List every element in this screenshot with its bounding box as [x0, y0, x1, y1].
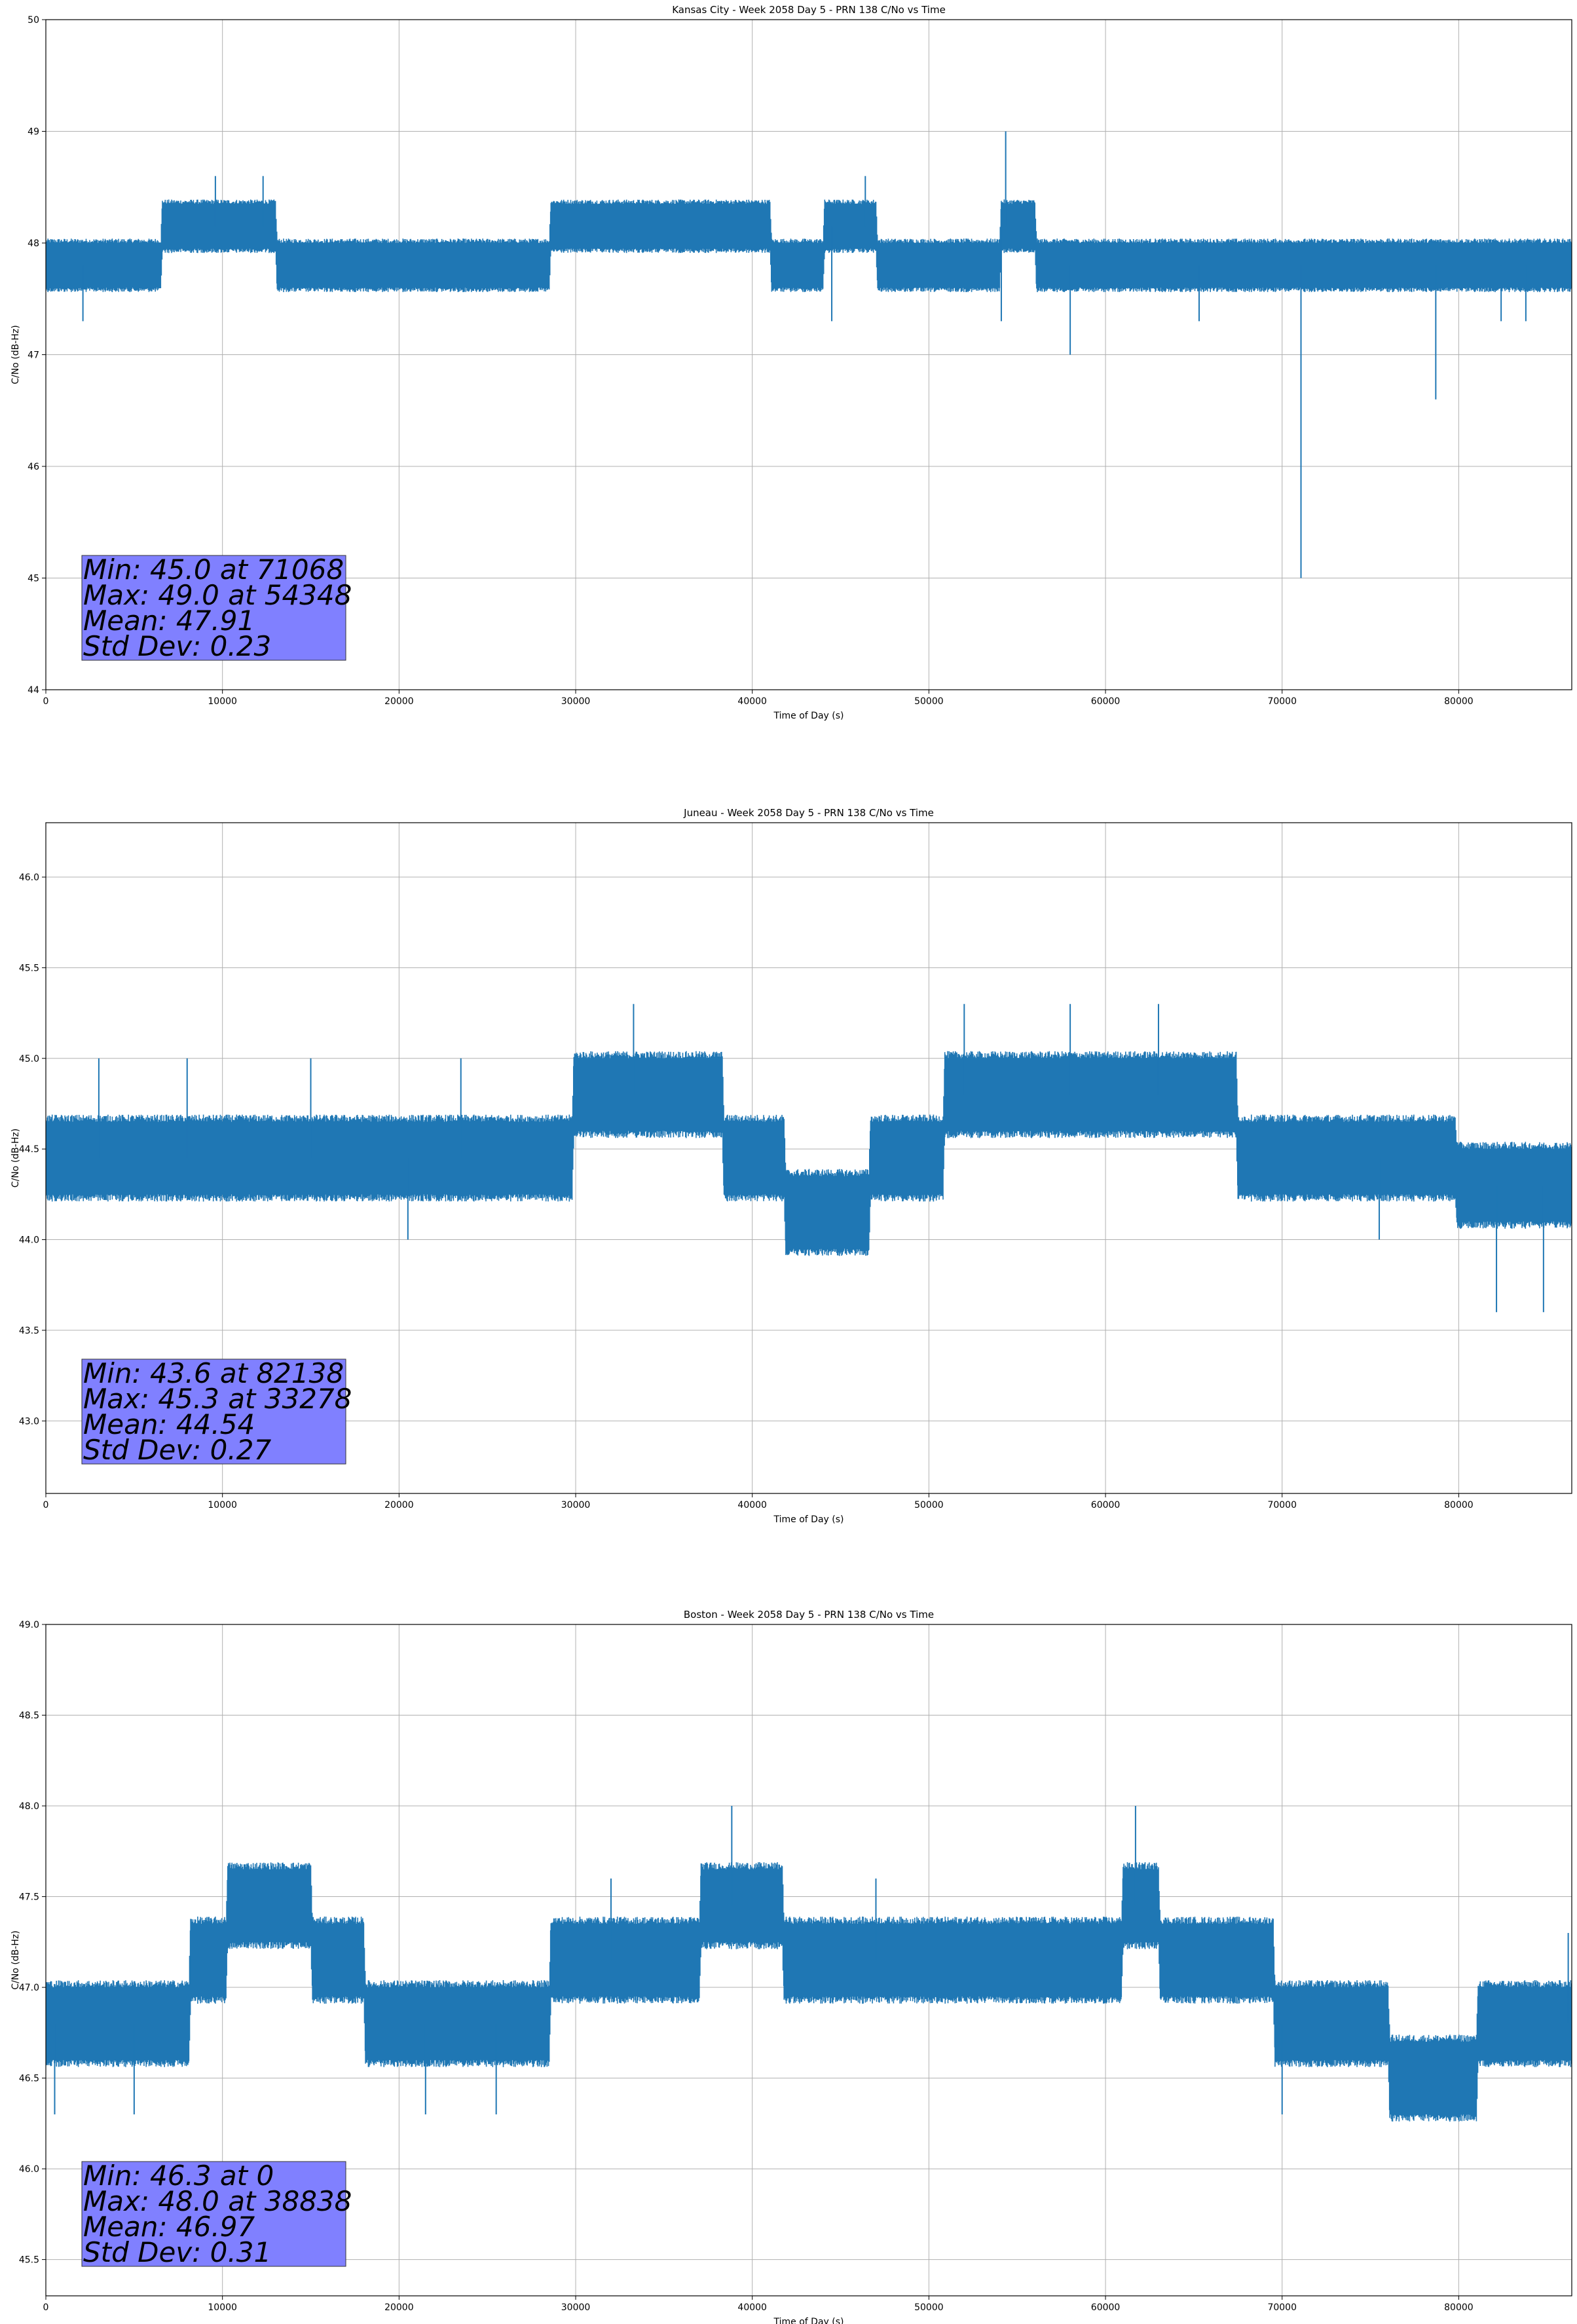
x-tick-label: 30000 [561, 1500, 591, 1510]
x-tick-label: 60000 [1091, 1500, 1121, 1510]
chart-title: Boston - Week 2058 Day 5 - PRN 138 C/No … [684, 1609, 934, 1621]
chart-kansas-city: Kansas City - Week 2058 Day 5 - PRN 138 … [10, 4, 1572, 721]
x-tick-label: 30000 [561, 696, 591, 707]
x-tick-label: 0 [43, 2302, 49, 2313]
chart-title: Juneau - Week 2058 Day 5 - PRN 138 C/No … [683, 807, 934, 819]
x-tick-label: 70000 [1267, 1500, 1297, 1510]
y-tick-label: 44.5 [19, 1144, 39, 1155]
stats-line3: Mean: 44.54 [83, 1408, 255, 1440]
series-line [46, 1806, 1572, 2122]
x-tick-label: 20000 [384, 2302, 414, 2313]
y-tick-label: 46.0 [19, 872, 39, 883]
x-tick-label: 70000 [1267, 696, 1297, 707]
x-tick-label: 60000 [1091, 2302, 1121, 2313]
stats-line3: Mean: 47.91 [83, 605, 255, 637]
y-tick-label: 47.5 [19, 1892, 39, 1903]
series-band [46, 1862, 1572, 2122]
y-axis-label: C/No (dB-Hz) [10, 1129, 21, 1188]
x-tick-label: 10000 [208, 2302, 237, 2313]
y-axis-label: C/No (dB-Hz) [10, 325, 21, 384]
series-band [46, 199, 1572, 292]
x-tick-label: 0 [43, 696, 49, 707]
y-tick-label: 46.0 [19, 2164, 39, 2175]
y-axis-label: C/No (dB-Hz) [10, 1930, 21, 1989]
y-tick-label: 43.5 [19, 1326, 39, 1336]
x-tick-label: 40000 [737, 2302, 767, 2313]
stats-box-bg [81, 2161, 346, 2267]
x-tick-label: 70000 [1267, 2302, 1297, 2313]
y-tick-label: 46.5 [19, 2074, 39, 2084]
y-tick-label: 45.5 [19, 2255, 39, 2266]
x-tick-label: 10000 [208, 1500, 237, 1510]
y-tick-label: 49 [28, 127, 39, 138]
y-tick-label: 48.5 [19, 1711, 39, 1721]
series-line [46, 131, 1572, 578]
y-tick-label: 44 [28, 685, 39, 696]
stats-line2: Max: 49.0 at 54348 [83, 579, 352, 611]
x-tick-label: 40000 [737, 696, 767, 707]
stats-line4: Std Dev: 0.31 [83, 2236, 271, 2268]
x-tick-label: 80000 [1444, 1500, 1474, 1510]
stats-line4: Std Dev: 0.23 [83, 630, 271, 662]
x-tick-label: 50000 [914, 1500, 944, 1510]
stats-line2: Max: 45.3 at 33278 [83, 1383, 352, 1415]
y-tick-label: 49.0 [19, 1620, 39, 1630]
x-tick-label: 20000 [384, 696, 414, 707]
x-axis-label: Time of Day (s) [773, 2317, 844, 2324]
x-axis-label: Time of Day (s) [773, 1514, 844, 1525]
y-tick-label: 45 [28, 574, 39, 584]
y-tick-label: 47.0 [19, 1983, 39, 1993]
x-axis-label: Time of Day (s) [773, 711, 844, 721]
x-tick-label: 0 [43, 1500, 49, 1510]
y-tick-label: 48.0 [19, 1801, 39, 1812]
x-tick-label: 60000 [1091, 696, 1121, 707]
series-band [46, 1051, 1572, 1256]
stats-line2: Max: 48.0 at 38838 [83, 2185, 352, 2217]
stats-line4: Std Dev: 0.27 [83, 1434, 271, 1466]
axes-frame [45, 19, 1572, 690]
y-tick-label: 50 [28, 15, 39, 26]
y-tick-label: 43.0 [19, 1416, 39, 1427]
y-tick-label: 45.5 [19, 963, 39, 973]
y-tick-label: 46 [28, 462, 39, 472]
x-tick-label: 10000 [208, 696, 237, 707]
x-tick-label: 20000 [384, 1500, 414, 1510]
x-tick-label: 50000 [914, 696, 944, 707]
x-tick-label: 80000 [1444, 696, 1474, 707]
stats-line3: Mean: 46.97 [83, 2211, 255, 2243]
stats-line1: Min: 45.0 at 71068 [83, 553, 344, 586]
axes-frame [45, 1624, 1572, 2296]
y-tick-label: 48 [28, 238, 39, 249]
stats-line1: Min: 43.6 at 82138 [83, 1357, 344, 1389]
axes-frame [45, 822, 1572, 1494]
x-tick-label: 40000 [737, 1500, 767, 1510]
chart-boston: Boston - Week 2058 Day 5 - PRN 138 C/No … [10, 1609, 1572, 2324]
x-tick-label: 50000 [914, 2302, 944, 2313]
y-tick-label: 44.0 [19, 1235, 39, 1246]
y-tick-label: 47 [28, 350, 39, 361]
y-tick-label: 45.0 [19, 1054, 39, 1064]
stats-box-bg [81, 555, 346, 661]
chart-title: Kansas City - Week 2058 Day 5 - PRN 138 … [672, 4, 946, 16]
chart-juneau: Juneau - Week 2058 Day 5 - PRN 138 C/No … [10, 807, 1572, 1525]
series-line [46, 1003, 1572, 1313]
stats-box-bg [81, 1359, 346, 1465]
stats-line1: Min: 46.3 at 0 [83, 2160, 274, 2192]
x-tick-label: 80000 [1444, 2302, 1474, 2313]
x-tick-label: 30000 [561, 2302, 591, 2313]
